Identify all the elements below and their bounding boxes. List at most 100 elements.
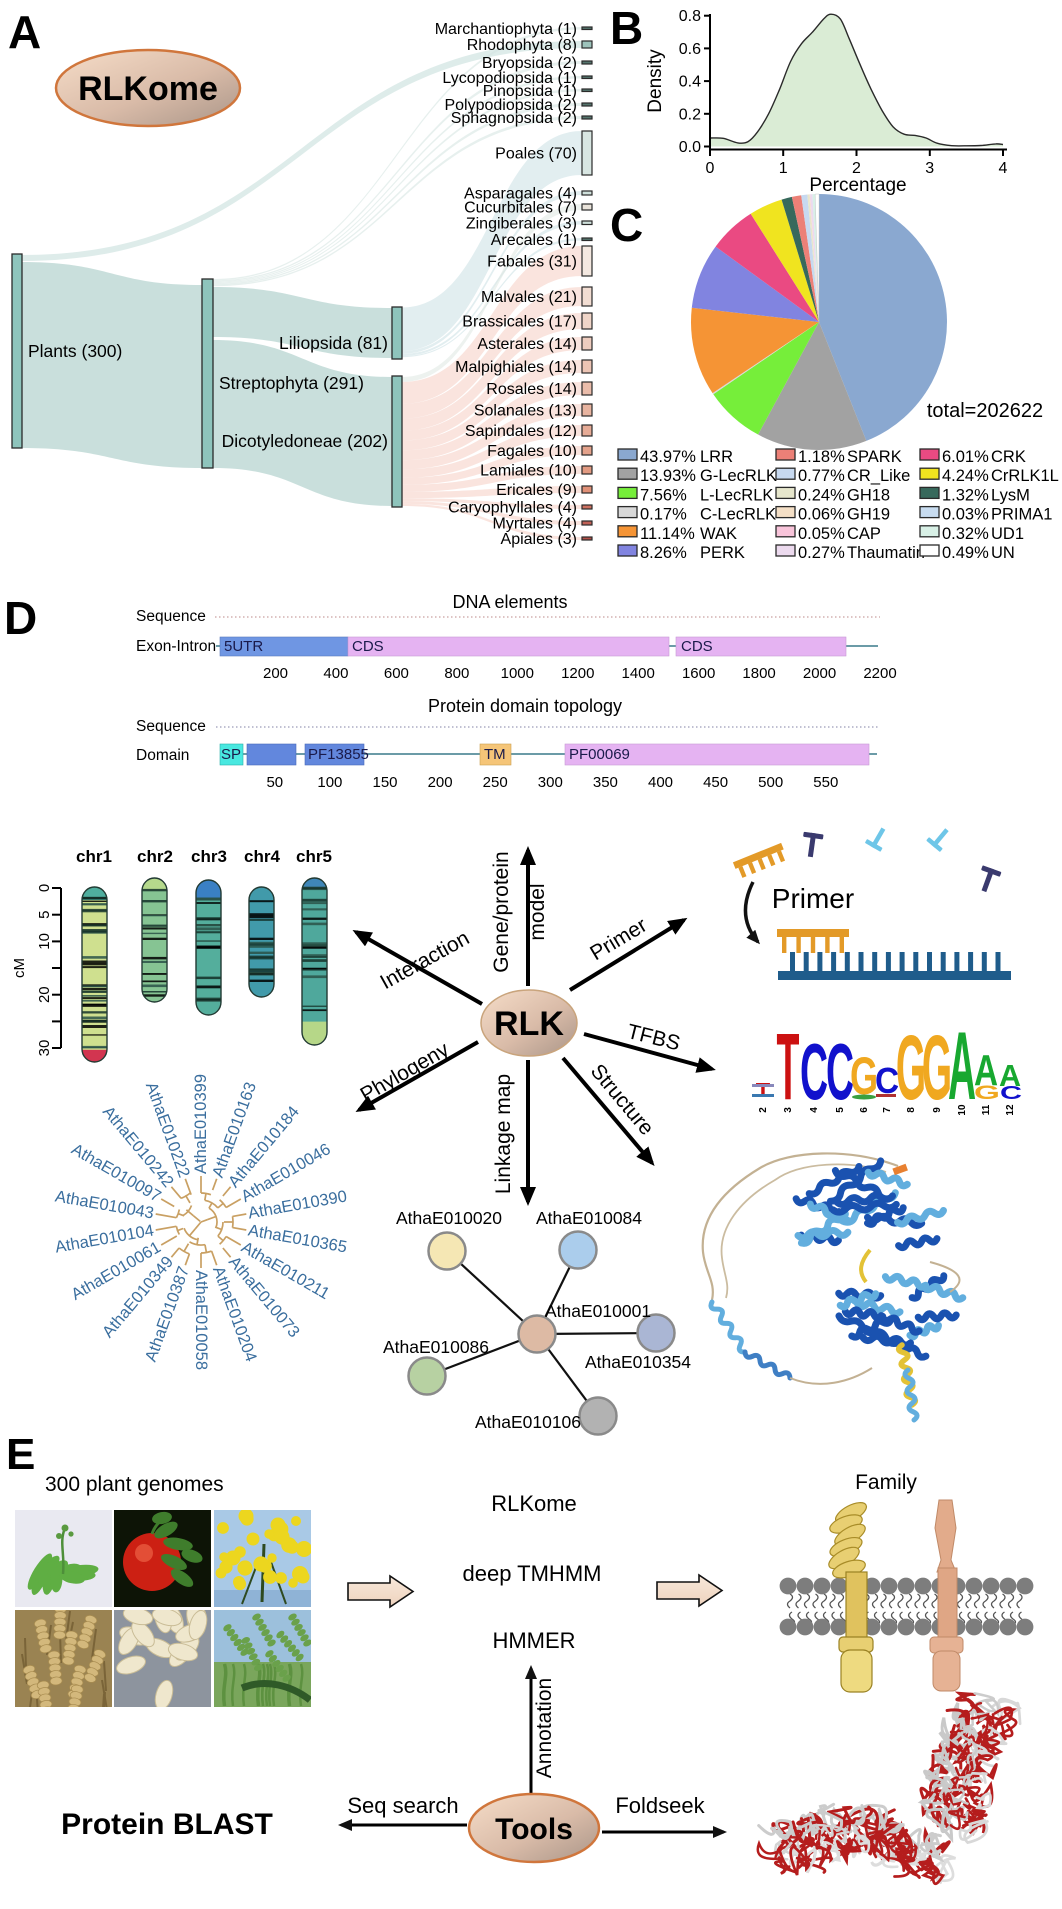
- svg-text:2200: 2200: [863, 665, 896, 682]
- svg-text:CrRLK1L: CrRLK1L: [991, 467, 1059, 485]
- svg-text:PRIMA1: PRIMA1: [991, 506, 1052, 524]
- svg-text:5UTR: 5UTR: [224, 638, 263, 655]
- svg-text:Family: Family: [855, 1471, 917, 1494]
- svg-text:Linkage map: Linkage map: [492, 1074, 515, 1194]
- svg-text:chr1: chr1: [76, 847, 112, 866]
- svg-text:CDS: CDS: [681, 638, 713, 655]
- svg-text:T: T: [777, 1015, 800, 1120]
- svg-text:SPARK: SPARK: [847, 448, 902, 466]
- svg-text:200: 200: [263, 665, 288, 682]
- svg-text:CR_Like: CR_Like: [847, 467, 910, 485]
- svg-text:0: 0: [706, 160, 715, 177]
- svg-text:L-LecRLK: L-LecRLK: [700, 486, 773, 504]
- svg-text:0.05%: 0.05%: [798, 525, 845, 543]
- svg-text:13.93%: 13.93%: [640, 467, 696, 485]
- svg-text:PERK: PERK: [700, 544, 745, 562]
- svg-text:Plants (300): Plants (300): [28, 341, 122, 361]
- svg-text:CRK: CRK: [991, 448, 1026, 466]
- svg-text:1.32%: 1.32%: [942, 486, 989, 504]
- svg-text:cM: cM: [11, 958, 28, 978]
- svg-text:GH19: GH19: [847, 506, 890, 524]
- svg-text:2: 2: [758, 1107, 769, 1113]
- svg-text:6: 6: [859, 1107, 870, 1113]
- svg-text:Solanales (13): Solanales (13): [474, 403, 577, 420]
- svg-text:AthaE010106: AthaE010106: [475, 1412, 581, 1432]
- svg-text:Lycopodiopsida (1): Lycopodiopsida (1): [442, 70, 577, 87]
- svg-text:G: G: [896, 1016, 926, 1119]
- svg-text:Liliopsida (81): Liliopsida (81): [279, 333, 388, 353]
- svg-text:total=202622: total=202622: [927, 400, 1043, 422]
- svg-text:Annotation: Annotation: [533, 1678, 556, 1778]
- svg-text:300: 300: [538, 774, 563, 791]
- svg-text:A: A: [8, 6, 41, 58]
- svg-text:43.97%: 43.97%: [640, 448, 696, 466]
- svg-text:1600: 1600: [682, 665, 715, 682]
- svg-text:0.77%: 0.77%: [798, 467, 845, 485]
- svg-text:chr4: chr4: [244, 847, 280, 866]
- svg-text:10: 10: [957, 1104, 968, 1116]
- svg-text:G: G: [922, 1016, 952, 1119]
- svg-text:Brassicales (17): Brassicales (17): [462, 314, 577, 331]
- svg-text:0.6: 0.6: [679, 41, 701, 58]
- svg-text:Percentage: Percentage: [809, 175, 906, 196]
- svg-text:RLKome: RLKome: [78, 70, 218, 108]
- svg-text:Asparagales (4): Asparagales (4): [464, 186, 577, 203]
- svg-text:450: 450: [703, 774, 728, 791]
- svg-text:1000: 1000: [501, 665, 534, 682]
- svg-text:11: 11: [981, 1104, 992, 1115]
- svg-text:deep TMHMM: deep TMHMM: [463, 1561, 602, 1586]
- svg-text:HMMER: HMMER: [492, 1628, 575, 1653]
- svg-text:200: 200: [428, 774, 453, 791]
- svg-text:Protein BLAST: Protein BLAST: [61, 1808, 273, 1841]
- svg-text:Marchantiophyta (1): Marchantiophyta (1): [435, 21, 577, 38]
- svg-text:Thaumatin: Thaumatin: [847, 544, 925, 562]
- svg-text:AthaE010058: AthaE010058: [192, 1270, 210, 1370]
- svg-text:11.14%: 11.14%: [640, 525, 695, 543]
- svg-text:Poales (70): Poales (70): [495, 146, 577, 163]
- svg-text:0.06%: 0.06%: [798, 506, 845, 524]
- svg-text:Foldseek: Foldseek: [615, 1793, 705, 1818]
- svg-text:250: 250: [483, 774, 508, 791]
- svg-text:4: 4: [999, 160, 1008, 177]
- svg-text:UN: UN: [991, 544, 1015, 562]
- svg-text:Density: Density: [645, 49, 666, 113]
- svg-text:CAP: CAP: [847, 525, 881, 543]
- svg-text:Sequence: Sequence: [136, 608, 206, 625]
- svg-text:4: 4: [809, 1107, 820, 1113]
- svg-text:7.56%: 7.56%: [640, 486, 687, 504]
- svg-text:Dicotyledoneae (202): Dicotyledoneae (202): [222, 431, 388, 451]
- svg-text:Bryopsida (2): Bryopsida (2): [482, 55, 577, 72]
- svg-text:0.27%: 0.27%: [798, 544, 845, 562]
- svg-text:Sphagnopsida (2): Sphagnopsida (2): [451, 110, 577, 127]
- svg-text:8: 8: [906, 1107, 917, 1113]
- svg-text:Ericales (9): Ericales (9): [496, 482, 577, 499]
- svg-text:Seq search: Seq search: [347, 1793, 458, 1818]
- svg-text:5: 5: [835, 1107, 846, 1113]
- svg-text:model: model: [526, 883, 549, 940]
- svg-text:Asterales (14): Asterales (14): [477, 336, 577, 353]
- svg-text:AthaE010084: AthaE010084: [536, 1208, 642, 1228]
- svg-text:GH18: GH18: [847, 486, 890, 504]
- svg-text:E: E: [6, 1430, 35, 1479]
- svg-text:DNA elements: DNA elements: [452, 592, 567, 612]
- svg-text:chr5: chr5: [296, 847, 332, 866]
- svg-text:Myrtales (4): Myrtales (4): [493, 516, 577, 533]
- svg-text:G: G: [974, 1081, 1000, 1103]
- svg-text:G-LecRLK: G-LecRLK: [700, 467, 777, 485]
- svg-text:Primer: Primer: [772, 883, 854, 914]
- svg-text:Lamiales (10): Lamiales (10): [480, 463, 577, 480]
- svg-text:150: 150: [372, 774, 397, 791]
- svg-text:2000: 2000: [803, 665, 836, 682]
- svg-text:Tools: Tools: [495, 1813, 573, 1846]
- svg-text:Gene/protein: Gene/protein: [490, 851, 513, 972]
- svg-text:Arecales (1): Arecales (1): [491, 232, 577, 249]
- svg-text:WAK: WAK: [700, 525, 737, 543]
- svg-text:1.18%: 1.18%: [798, 448, 845, 466]
- svg-text:0.24%: 0.24%: [798, 486, 845, 504]
- svg-text:A: A: [974, 1047, 998, 1095]
- svg-text:0.2: 0.2: [679, 106, 701, 123]
- svg-text:Malvales (21): Malvales (21): [481, 289, 577, 306]
- svg-text:LRR: LRR: [700, 448, 733, 466]
- svg-text:Fabales (31): Fabales (31): [487, 254, 577, 271]
- svg-text:350: 350: [593, 774, 618, 791]
